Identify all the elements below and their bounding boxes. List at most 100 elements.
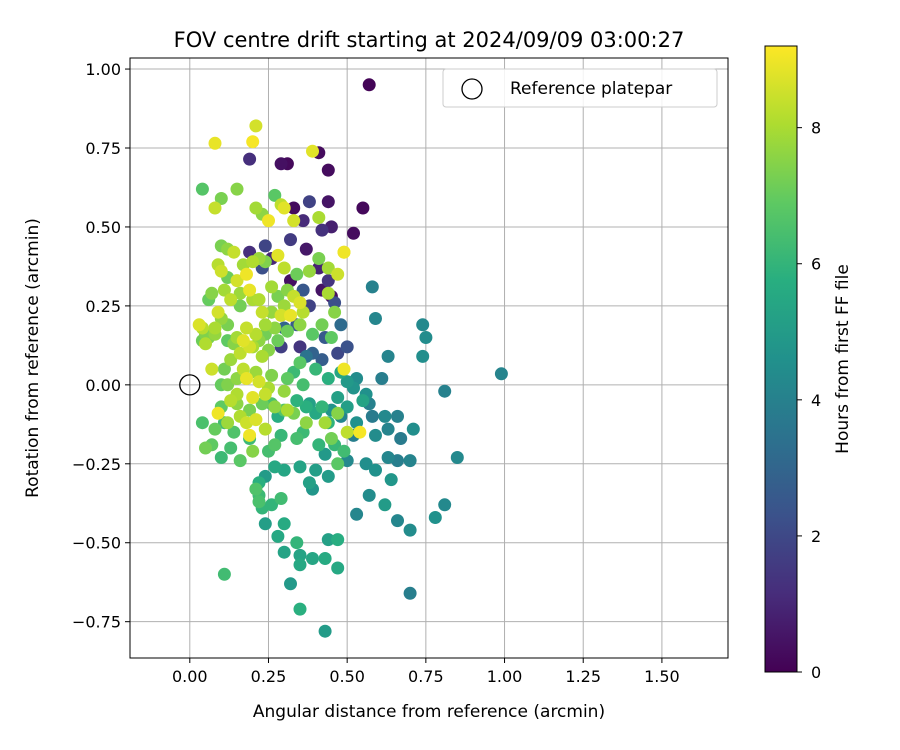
y-tick-label: 1.00 (85, 60, 121, 79)
data-point (296, 378, 310, 392)
data-point (217, 567, 231, 581)
data-point (369, 463, 382, 477)
colorbar: 0 2 4 6 8 Hours from first FF file (764, 45, 853, 682)
data-point (208, 422, 222, 436)
data-point (249, 413, 263, 427)
data-point (290, 536, 304, 550)
data-point (293, 296, 307, 310)
data-point (287, 214, 301, 228)
data-point (211, 406, 225, 420)
data-point (195, 416, 209, 430)
data-point (240, 267, 253, 281)
data-point (268, 460, 282, 474)
data-point (328, 296, 342, 310)
data-point (271, 529, 285, 543)
y-tick-label: −0.50 (72, 534, 121, 553)
data-point (331, 391, 345, 404)
data-point (224, 293, 238, 307)
y-axis-ticks: −0.75 −0.50 −0.25 0.00 0.25 0.50 0.75 1.00 (72, 60, 130, 632)
data-point (359, 457, 373, 471)
y-axis-label: Rotation from reference (arcmin) (23, 218, 43, 498)
data-point (217, 283, 231, 297)
colorbar-tick-label: 2 (811, 527, 821, 546)
x-tick-label: 0.25 (251, 667, 287, 686)
data-point (246, 255, 260, 269)
data-point (331, 457, 345, 471)
data-point (299, 416, 313, 430)
data-point (321, 372, 335, 385)
data-point (208, 321, 222, 335)
data-point (271, 248, 285, 262)
data-point (249, 201, 263, 215)
data-point (375, 372, 389, 385)
data-point (340, 425, 354, 439)
data-point (337, 245, 351, 259)
data-point (284, 577, 297, 591)
data-point (331, 346, 345, 360)
data-point (494, 367, 508, 381)
data-point (274, 308, 288, 322)
data-point (258, 422, 272, 436)
data-point (246, 135, 260, 149)
data-point (290, 394, 304, 408)
data-point (268, 188, 282, 202)
data-point (246, 391, 260, 404)
data-point (240, 321, 253, 335)
x-tick-label: 0.00 (172, 667, 208, 686)
y-tick-label: 0.50 (85, 218, 121, 237)
data-point (280, 403, 294, 417)
data-point (208, 136, 222, 150)
data-point (268, 400, 282, 414)
data-point (249, 119, 263, 133)
data-point (321, 261, 335, 275)
data-point (296, 283, 310, 297)
data-point (334, 318, 348, 332)
data-point (271, 334, 285, 348)
data-point (192, 318, 206, 332)
x-tick-label: 1.25 (565, 667, 601, 686)
data-point (258, 239, 272, 253)
y-tick-label: −0.25 (72, 455, 121, 474)
data-point (280, 372, 294, 385)
data-point (252, 375, 266, 389)
data-point (280, 324, 294, 338)
data-point (309, 362, 323, 376)
data-point (306, 552, 319, 565)
data-point (293, 340, 307, 354)
data-point (287, 201, 301, 215)
colorbar-tick-label: 6 (811, 255, 821, 274)
data-point (369, 428, 382, 442)
data-point (369, 312, 382, 325)
data-point (293, 460, 307, 474)
data-point (258, 517, 272, 531)
data-point (318, 624, 332, 638)
data-point (403, 523, 417, 537)
data-point (428, 511, 442, 524)
x-tick-label: 1.00 (487, 667, 523, 686)
plot-frame (129, 57, 729, 659)
data-point (224, 394, 238, 408)
legend-label: Reference platepar (510, 79, 672, 99)
data-point (293, 602, 307, 616)
data-point (277, 384, 291, 398)
data-point (246, 444, 260, 458)
x-tick-label: 0.50 (329, 667, 365, 686)
data-point (271, 289, 285, 303)
data-point (233, 299, 247, 313)
data-point (340, 340, 354, 354)
data-point (331, 267, 345, 281)
data-point (406, 422, 420, 436)
data-point (403, 454, 417, 468)
data-point (438, 498, 452, 512)
data-point (318, 447, 332, 461)
data-point (299, 400, 313, 414)
data-point (199, 337, 212, 351)
data-point (328, 305, 342, 319)
data-point (274, 492, 288, 505)
data-point (356, 394, 370, 408)
data-point (255, 349, 269, 363)
colorbar-tick-label: 0 (811, 663, 821, 682)
data-point (224, 441, 238, 455)
data-point (205, 362, 219, 376)
data-point (258, 318, 272, 332)
